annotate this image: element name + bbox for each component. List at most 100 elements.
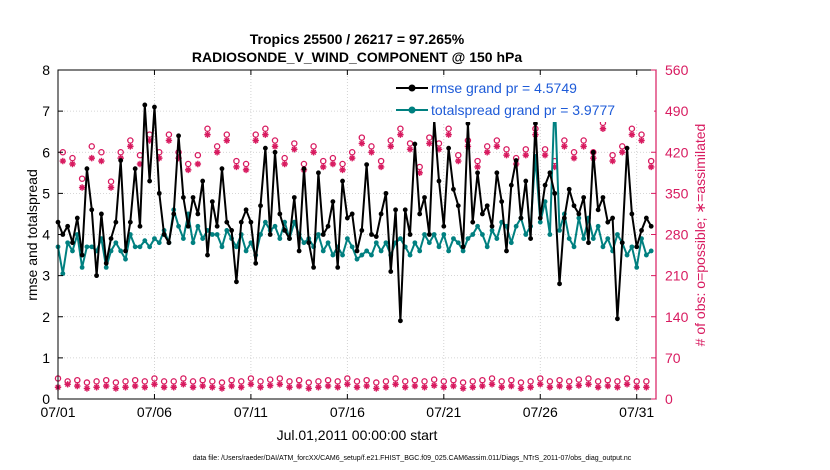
obs-possible-marker: [102, 376, 110, 384]
rmse-point: [484, 203, 490, 209]
obs-assimilated-marker: [165, 137, 173, 144]
obs-possible-marker: [546, 378, 554, 385]
rmse-point: [590, 149, 596, 155]
y-tick-label-right: 280: [665, 227, 689, 243]
obs-assimilated-marker: [484, 149, 491, 156]
obs-possible-marker: [194, 151, 202, 159]
obs-assimilated-marker: [406, 146, 414, 153]
legend-box: [392, 78, 654, 122]
rmse-point: [513, 158, 519, 163]
rmse-point: [407, 232, 413, 237]
rmse-point: [533, 121, 538, 126]
rmse-point: [634, 244, 640, 250]
rmse-point: [171, 211, 177, 217]
obs-assimilated-marker: [136, 160, 144, 168]
rmse-point: [301, 166, 307, 172]
obs-possible-marker: [440, 378, 448, 385]
obs-possible-marker: [618, 143, 626, 150]
obs-possible-marker: [527, 378, 534, 385]
rmse-point: [108, 236, 114, 242]
obs-assimilated-marker: [223, 137, 230, 144]
rmse-point: [489, 223, 495, 229]
chart-title-line2: RADIOSONDE_V_WIND_COMPONENT @ 150 hPa: [192, 49, 522, 65]
obs-assimilated-marker: [594, 384, 602, 391]
rmse-point: [542, 182, 548, 188]
rmse-point: [340, 178, 345, 184]
spread-point: [195, 223, 201, 229]
obs-possible-marker: [69, 154, 76, 162]
obs-possible-marker: [218, 379, 226, 386]
rmse-point: [70, 240, 75, 246]
x-tick-label: 07/31: [619, 404, 654, 420]
spread-point: [234, 244, 239, 250]
rmse-point: [383, 190, 389, 196]
obs-possible-marker: [209, 378, 216, 385]
obs-assimilated-marker: [450, 382, 457, 390]
obs-assimilated-marker: [266, 382, 274, 389]
y-tick-label-right: 560: [665, 62, 689, 78]
obs-possible-marker: [614, 378, 621, 385]
obs-assimilated-marker: [604, 382, 611, 390]
rmse-point: [364, 162, 370, 167]
spread-point: [103, 265, 109, 270]
obs-assimilated-marker: [295, 382, 303, 390]
rmse-point: [79, 252, 85, 258]
spread-point: [70, 248, 75, 254]
spread-point: [537, 219, 543, 225]
y-tick-label-left: 1: [42, 350, 50, 366]
rmse-point: [373, 234, 379, 239]
obs-possible-marker: [628, 125, 636, 133]
obs-assimilated-marker: [368, 149, 375, 156]
rmse-point: [615, 316, 620, 322]
spread-point: [547, 232, 553, 237]
obs-possible-marker: [459, 379, 467, 386]
obs-possible-marker: [609, 151, 616, 159]
rmse-point: [417, 211, 423, 217]
obs-possible-marker: [160, 378, 168, 385]
obs-assimilated-marker: [286, 384, 293, 391]
y-tick-label-left: 6: [42, 144, 50, 160]
rmse-point: [475, 170, 480, 176]
y-axis-label-right: # of obs: o=possible; ∗=assimilated: [692, 124, 708, 347]
obs-assimilated-marker: [561, 143, 568, 150]
obs-possible-marker: [585, 375, 592, 382]
obs-assimilated-marker: [517, 385, 525, 392]
rmse-point: [446, 145, 452, 151]
rmse-point: [166, 240, 172, 246]
rmse-point: [272, 149, 278, 155]
rmse-point: [238, 219, 244, 225]
obs-possible-marker: [170, 378, 177, 385]
rmse-point: [316, 170, 321, 176]
plot-area: 07/01 07/06 07/11 07/16 07/21 07/26 07/31 0 1 2 3 4…: [40, 62, 688, 420]
spread-point: [615, 232, 620, 237]
obs-assimilated-marker: [546, 384, 554, 391]
obs-possible-marker: [257, 378, 264, 385]
spread-point: [176, 223, 181, 229]
spread-point: [460, 248, 466, 254]
rmse-point: [335, 265, 341, 270]
obs-assimilated-marker: [358, 140, 366, 147]
spread-point: [132, 244, 138, 250]
obs-possible-marker: [88, 143, 96, 150]
rmse-point: [566, 186, 572, 192]
spread-point: [489, 227, 495, 233]
rmse-point: [402, 207, 408, 213]
rmse-point: [325, 223, 331, 229]
rmse-point: [200, 178, 206, 184]
obs-possible-marker: [189, 378, 197, 385]
spread-point: [262, 219, 268, 225]
spread-point: [629, 244, 635, 250]
obs-possible-marker: [233, 157, 240, 165]
x-tick-label: 07/01: [40, 404, 75, 420]
spread-point: [436, 244, 442, 250]
obs-assimilated-marker: [74, 382, 81, 390]
spread-point: [479, 232, 485, 237]
obs-assimilated-marker: [363, 382, 370, 390]
obs-possible-marker: [474, 157, 481, 165]
spread-point: [373, 240, 379, 246]
spread-point: [557, 227, 562, 233]
rmse-point: [267, 232, 273, 237]
obs-assimilated-marker: [218, 385, 226, 392]
spread-point: [364, 248, 370, 254]
obs-possible-marker: [537, 375, 544, 382]
